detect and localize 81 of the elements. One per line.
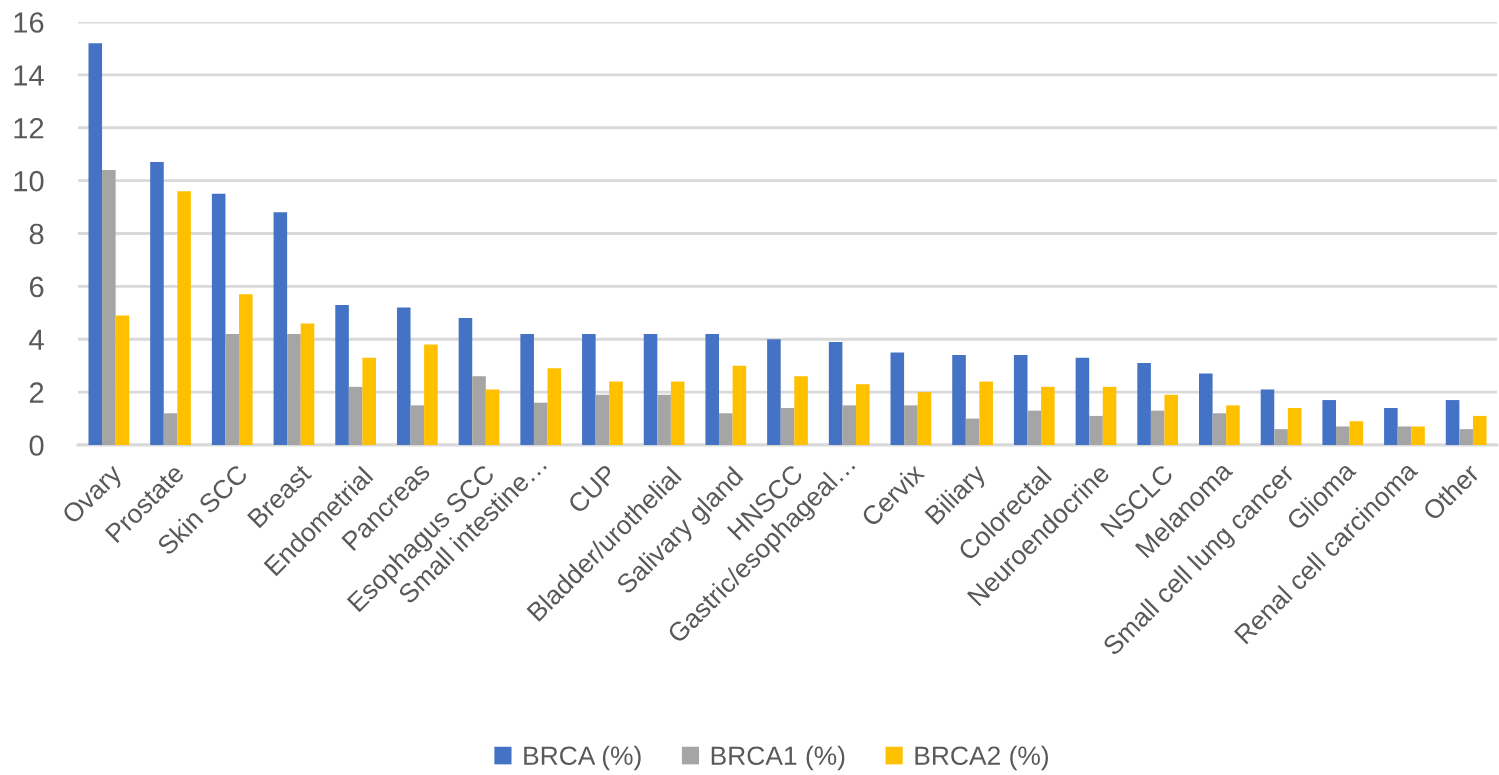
legend-label: BRCA (%) [524,745,641,771]
legend-label: BRCA1 (%) [711,745,845,771]
bar [520,333,534,445]
bar [1027,410,1042,445]
bar [533,402,548,445]
bar [177,191,191,445]
bar [657,394,671,445]
bar [595,394,610,445]
bar [1397,426,1412,445]
bar [485,389,500,445]
bar [1260,389,1275,445]
bar [1274,429,1288,445]
bar [1335,426,1350,445]
bar [794,376,808,445]
bar [239,294,253,445]
bar [952,355,966,445]
bar [547,368,562,445]
bar [904,405,918,445]
bar [767,339,781,445]
bar [1349,421,1364,445]
bar [965,418,980,445]
bar [273,212,288,445]
bar [1472,415,1487,445]
bar [917,392,932,445]
bar [163,413,178,445]
bar [1411,426,1425,445]
y-tick-label: 8 [29,223,44,245]
y-tick-label: 14 [14,65,44,86]
bar [115,315,130,445]
bar [472,376,486,445]
bar [424,344,438,445]
bar [1137,363,1151,445]
y-tick-label: 2 [29,382,44,403]
bar [287,333,301,445]
bar [150,162,164,445]
bar [1013,355,1028,445]
y-tick-label: 12 [14,117,44,139]
bar [410,405,425,445]
bar [855,384,870,445]
bar [211,193,226,445]
bar [102,170,116,445]
y-tick-label: 4 [29,329,44,350]
bar [225,333,240,445]
bar [88,43,103,445]
bar [1322,400,1336,445]
bar [780,407,795,445]
y-tick-label: 0 [29,435,44,456]
bar [458,318,473,445]
bar [609,381,623,445]
bar [670,381,685,445]
bar [335,304,349,445]
bar [842,405,856,445]
bar [1089,415,1103,445]
y-tick-label: 10 [14,170,44,192]
bar [582,333,596,445]
bar [1150,410,1165,445]
bar [732,365,747,445]
bar [1212,413,1227,445]
bar [1102,386,1117,445]
bar [1459,429,1473,445]
legend-label: BRCA2 (%) [915,745,1048,771]
bar [348,386,363,445]
bar [1164,394,1179,445]
bar [1199,373,1213,445]
bar [705,333,720,445]
bar [1287,407,1302,445]
bar [300,323,315,445]
bar [1075,357,1090,445]
bar [362,357,376,445]
bar [1226,405,1240,445]
y-tick-label: 16 [14,12,44,33]
bar [1041,386,1055,445]
bar [828,341,843,445]
bar [396,307,411,445]
bar [643,333,658,445]
bar [890,352,905,445]
bar [1445,400,1460,445]
bar [979,381,993,445]
y-tick-label: 6 [29,276,44,298]
bar [1384,407,1398,445]
bar [719,413,733,445]
